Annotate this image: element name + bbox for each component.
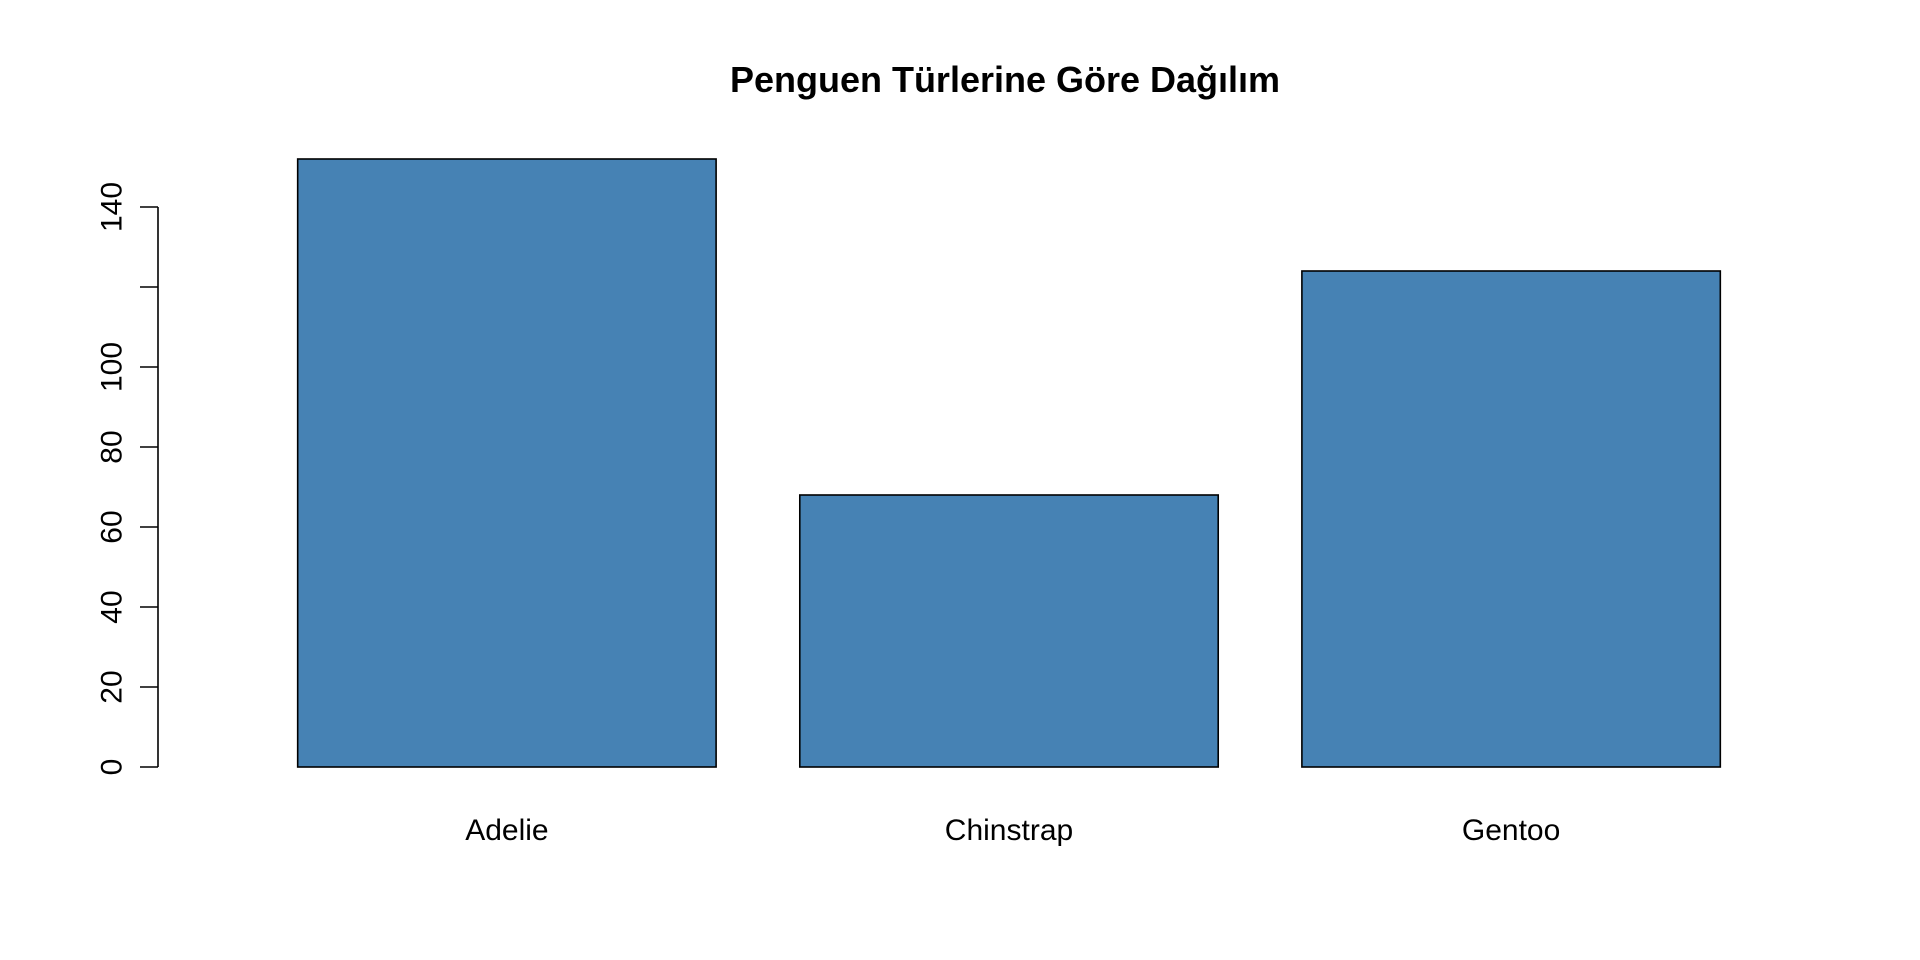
y-tick-label: 40 bbox=[96, 590, 129, 623]
x-tick-label: Adelie bbox=[465, 814, 548, 847]
bar-adelie bbox=[296, 158, 717, 768]
y-axis: 0 20 40 60 80 100 140 bbox=[96, 182, 159, 775]
chart-title: Penguen Türlerine Göre Dağılım bbox=[730, 59, 1280, 100]
bars-group bbox=[296, 158, 1722, 768]
y-tick-label: 140 bbox=[96, 182, 129, 232]
x-axis-labels: Adelie Chinstrap Gentoo bbox=[465, 814, 1560, 847]
y-tick-label: 60 bbox=[96, 510, 129, 543]
x-tick-label: Gentoo bbox=[1462, 814, 1560, 847]
y-tick-label: 80 bbox=[96, 430, 129, 463]
y-tick-label: 0 bbox=[96, 759, 129, 776]
bar-chinstrap bbox=[798, 494, 1220, 768]
bar-gentoo bbox=[1301, 270, 1722, 768]
y-tick-label: 100 bbox=[96, 342, 129, 392]
x-tick-label: Chinstrap bbox=[945, 814, 1073, 847]
y-tick-label: 20 bbox=[96, 670, 129, 703]
